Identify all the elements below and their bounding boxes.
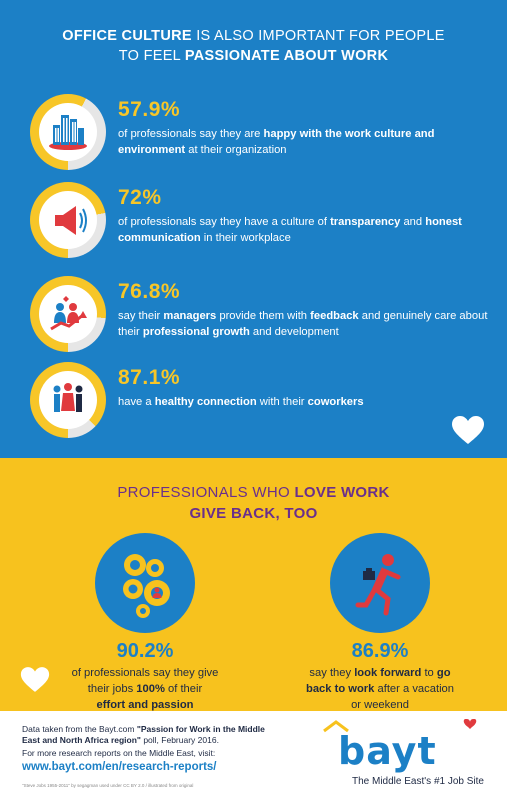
stat-percent: 90.2%: [116, 640, 174, 662]
source-note: Data taken from the Bayt.com "Passion fo…: [22, 724, 265, 745]
gears-person-icon: [123, 554, 170, 618]
stat-percent: 72%: [118, 186, 162, 209]
progress-ring: [30, 362, 106, 438]
stat-percent: 76.8%: [118, 280, 181, 303]
logo-arrow-icon: [323, 719, 477, 733]
image-credit: "Steve Jobs 1955-2011" by segagman used …: [22, 783, 194, 788]
stat-percent: 57.9%: [118, 98, 181, 121]
growth-people-icon: [50, 296, 87, 331]
stat-coworker-connection: 87.1% have a healthy connection with the…: [30, 362, 490, 442]
city-buildings-icon: [49, 115, 87, 150]
title-line2: TO FEEL PASSIONATE ABOUT WORK: [118, 48, 389, 64]
progress-ring: [30, 276, 106, 352]
more-reports-text: For more research reports on the Middle …: [22, 748, 216, 758]
stat-description: of professionals say they are happy with…: [118, 128, 435, 156]
footer: Data taken from the Bayt.com "Passion fo…: [0, 711, 507, 800]
progress-ring: [30, 182, 106, 258]
stat-percent: 87.1%: [118, 366, 181, 389]
stat-percent: 86.9%: [351, 640, 409, 662]
stat-description: of professionals say they have a culture…: [118, 216, 462, 244]
megaphone-icon: [55, 206, 87, 235]
runner-circle: [330, 533, 430, 633]
stat-description: say their managers provide them with fee…: [118, 310, 488, 338]
research-reports-link[interactable]: www.bayt.com/en/research-reports/: [22, 761, 217, 773]
bayt-logo[interactable]: bayt: [338, 729, 437, 773]
section-title: OFFICE CULTURE IS ALSO IMPORTANT FOR PEO…: [0, 26, 507, 66]
stat-description: say they look forward to go back to work…: [306, 667, 454, 711]
love-work-section: PROFESSIONALS WHO LOVE WORK GIVE BACK, T…: [0, 458, 507, 711]
stat-description: have a healthy connection with their cow…: [118, 396, 364, 408]
gears-circle: [95, 533, 195, 633]
stat-description: of professionals say they give their job…: [71, 667, 219, 711]
section-title: PROFESSIONALS WHO LOVE WORK GIVE BACK, T…: [117, 484, 390, 522]
title-line1: OFFICE CULTURE IS ALSO IMPORTANT FOR PEO…: [62, 28, 445, 44]
stat-manager-feedback: 76.8% say their managers provide them wi…: [30, 276, 490, 356]
heart-icon: [452, 416, 484, 444]
coworkers-icon: [53, 383, 83, 412]
stat-work-culture: 57.9% of professionals say they are happ…: [30, 94, 490, 174]
running-to-work-icon: [355, 554, 401, 616]
tagline: The Middle East's #1 Job Site: [352, 776, 484, 787]
heart-icon: [20, 667, 50, 692]
progress-ring: [30, 94, 106, 170]
stat-transparency: 72% of professionals say they have a cul…: [30, 182, 490, 262]
office-culture-section: OFFICE CULTURE IS ALSO IMPORTANT FOR PEO…: [0, 0, 507, 458]
